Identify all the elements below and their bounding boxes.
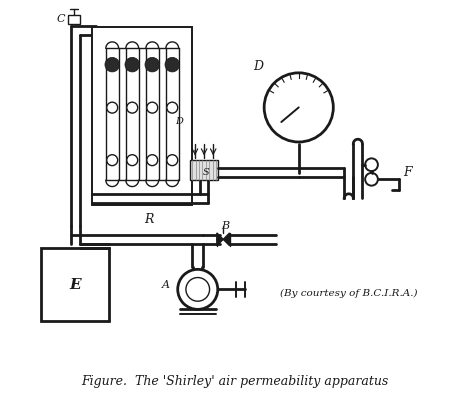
- Polygon shape: [223, 233, 229, 246]
- Text: B: B: [221, 221, 229, 231]
- Text: A: A: [162, 280, 170, 290]
- Circle shape: [107, 102, 118, 113]
- Circle shape: [125, 57, 139, 72]
- Bar: [190, 160, 218, 180]
- Text: Figure.  The 'Shirley' air permeability apparatus: Figure. The 'Shirley' air permeability a…: [81, 375, 389, 387]
- Circle shape: [365, 158, 378, 171]
- Circle shape: [147, 155, 158, 166]
- Circle shape: [145, 57, 160, 72]
- Bar: [68, 14, 81, 24]
- Circle shape: [167, 155, 178, 166]
- Circle shape: [178, 269, 218, 310]
- Circle shape: [147, 102, 158, 113]
- Text: C: C: [56, 14, 65, 24]
- Polygon shape: [217, 233, 223, 246]
- Circle shape: [105, 57, 120, 72]
- Text: (By courtesy of B.C.I.R.A.): (By courtesy of B.C.I.R.A.): [280, 290, 417, 298]
- Circle shape: [127, 155, 138, 166]
- Circle shape: [167, 102, 178, 113]
- Text: S: S: [203, 168, 209, 176]
- Text: E: E: [69, 278, 81, 292]
- Text: F: F: [404, 166, 412, 178]
- Circle shape: [264, 73, 333, 142]
- Text: D: D: [253, 60, 263, 73]
- Circle shape: [365, 173, 378, 186]
- Circle shape: [107, 155, 118, 166]
- Circle shape: [127, 102, 138, 113]
- Circle shape: [165, 57, 179, 72]
- Bar: [41, 249, 109, 321]
- Bar: [92, 27, 192, 205]
- Circle shape: [186, 277, 210, 301]
- Text: R: R: [144, 213, 153, 226]
- Text: D: D: [175, 117, 183, 126]
